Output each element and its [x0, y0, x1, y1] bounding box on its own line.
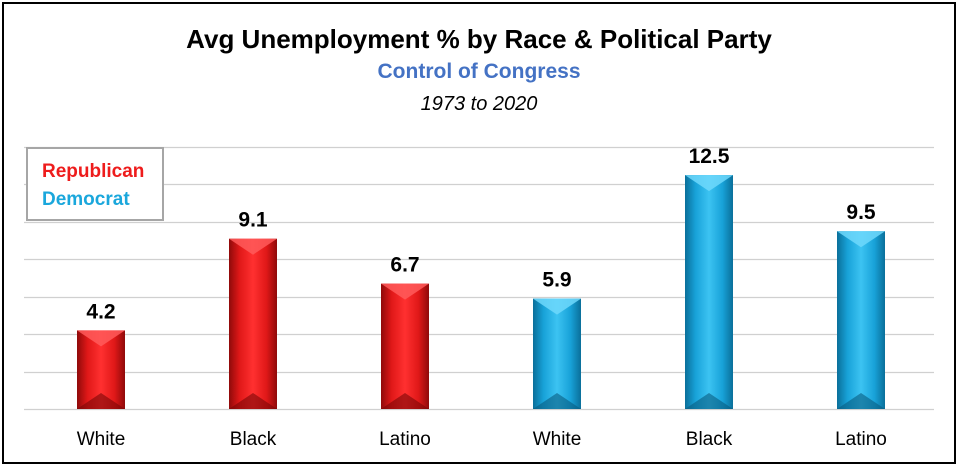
bar-republican-latino-bevel-bottom	[381, 393, 429, 409]
bar-democrat-latino-body	[837, 231, 885, 409]
bar-democrat-black-bevel-top	[685, 175, 733, 192]
bar-republican-black-bevel-bottom	[229, 393, 277, 409]
data-label-democrat-latino: 9.5	[846, 201, 876, 224]
bar-democrat-white-bevel-top	[533, 298, 581, 315]
x-tick-label-democrat-black: Black	[686, 429, 733, 450]
x-tick-label-democrat-white: White	[533, 429, 582, 450]
x-tick-label-republican-black: Black	[230, 429, 277, 450]
bar-democrat-white-body	[533, 298, 581, 409]
data-label-democrat-white: 5.9	[542, 269, 571, 292]
data-label-republican-white: 4.2	[86, 300, 115, 323]
bar-democrat-latino-bevel-top	[837, 231, 885, 248]
bar-republican-latino	[381, 283, 429, 409]
x-tick-label-democrat-latino: Latino	[835, 429, 887, 450]
bar-democrat-latino	[837, 231, 885, 409]
x-tick-label-republican-white: White	[77, 429, 126, 450]
chart-subtitle: Control of Congress	[377, 60, 581, 83]
data-label-republican-black: 9.1	[238, 209, 268, 232]
bar-democrat-white	[533, 298, 581, 409]
bar-republican-white-bevel-top	[77, 330, 125, 347]
bar-republican-black	[229, 238, 277, 409]
bar-democrat-latino-bevel-bottom	[837, 393, 885, 409]
chart-period: 1973 to 2020	[420, 93, 538, 115]
legend-item-republican: Republican	[42, 161, 145, 182]
bar-republican-white-bevel-bottom	[77, 393, 125, 409]
bar-democrat-black	[685, 175, 733, 409]
x-tick-label-republican-latino: Latino	[379, 429, 431, 450]
bars	[77, 175, 885, 409]
bar-republican-white	[77, 330, 125, 409]
data-label-democrat-black: 12.5	[689, 145, 730, 168]
chart-title: Avg Unemployment % by Race & Political P…	[186, 24, 772, 54]
bar-republican-latino-body	[381, 283, 429, 409]
bar-republican-black-body	[229, 238, 277, 409]
gridlines	[24, 146, 934, 411]
bar-democrat-black-body	[685, 175, 733, 409]
data-labels: 4.2 9.1 6.7 5.9 12.5 9.5	[86, 145, 876, 323]
legend: Republican Democrat	[26, 147, 164, 221]
data-label-republican-latino: 6.7	[390, 254, 419, 277]
x-tick-labels: White Black Latino White Black Latino	[77, 429, 887, 450]
legend-item-democrat: Democrat	[42, 189, 130, 210]
bar-republican-latino-bevel-top	[381, 283, 429, 300]
bar-democrat-white-bevel-bottom	[533, 393, 581, 409]
bar-democrat-black-bevel-bottom	[685, 393, 733, 409]
bar-republican-black-bevel-top	[229, 238, 277, 255]
